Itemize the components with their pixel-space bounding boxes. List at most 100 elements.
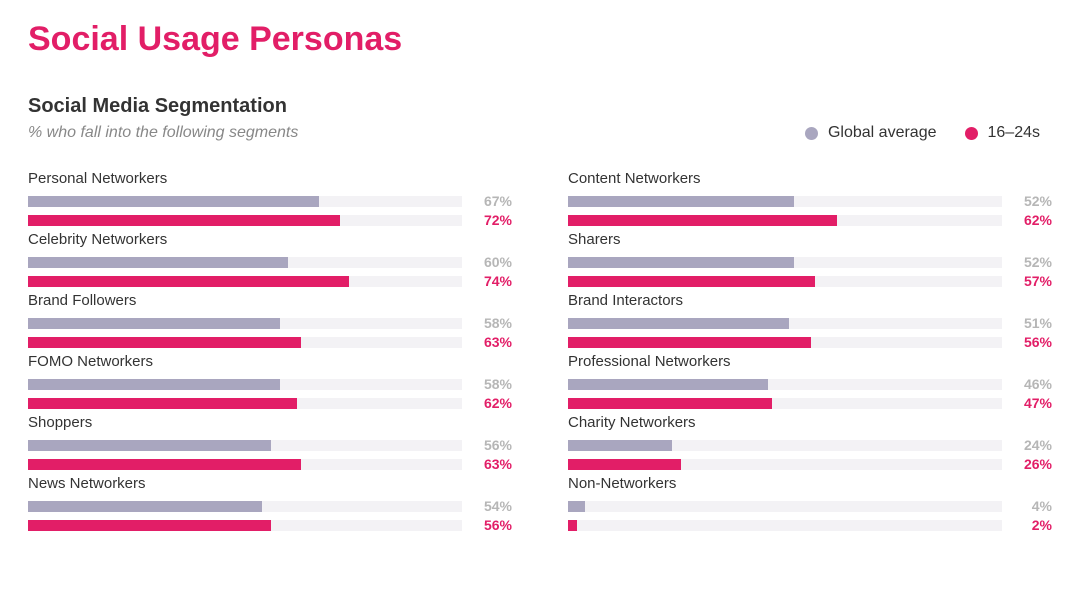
chart-description: % who fall into the following segments bbox=[28, 124, 298, 142]
bar-row-global: 24% bbox=[568, 437, 1052, 453]
bar-track bbox=[28, 501, 462, 512]
segment-label: Celebrity Networkers bbox=[28, 231, 512, 248]
chart-grid: Personal Networkers67%72%Celebrity Netwo… bbox=[28, 170, 1052, 536]
segment-label: Brand Followers bbox=[28, 292, 512, 309]
segment: Personal Networkers67%72% bbox=[28, 170, 512, 228]
bar-track bbox=[568, 459, 1002, 470]
bar-fill bbox=[568, 398, 772, 409]
bar-value: 24% bbox=[1014, 437, 1052, 453]
bar-row-young: 63% bbox=[28, 334, 512, 350]
bar-fill bbox=[568, 276, 815, 287]
bar-row-young: 62% bbox=[568, 212, 1052, 228]
bar-value: 51% bbox=[1014, 315, 1052, 331]
segment-label: Brand Interactors bbox=[568, 292, 1052, 309]
bar-track bbox=[28, 276, 462, 287]
bar-track bbox=[568, 501, 1002, 512]
bar-track bbox=[568, 398, 1002, 409]
segment: News Networkers54%56% bbox=[28, 475, 512, 533]
chart-column-left: Personal Networkers67%72%Celebrity Netwo… bbox=[28, 170, 512, 536]
bar-row-global: 56% bbox=[28, 437, 512, 453]
bar-fill bbox=[28, 337, 301, 348]
bar-fill bbox=[28, 379, 280, 390]
bar-value: 62% bbox=[1014, 212, 1052, 228]
legend-dot-icon bbox=[965, 127, 978, 140]
bar-track bbox=[28, 379, 462, 390]
bar-row-young: 72% bbox=[28, 212, 512, 228]
bar-row-global: 46% bbox=[568, 376, 1052, 392]
bar-value: 58% bbox=[474, 315, 512, 331]
bar-value: 52% bbox=[1014, 254, 1052, 270]
bar-fill bbox=[568, 337, 811, 348]
bar-row-young: 74% bbox=[28, 273, 512, 289]
bar-fill bbox=[568, 520, 577, 531]
bar-value: 58% bbox=[474, 376, 512, 392]
bar-track bbox=[28, 459, 462, 470]
bar-fill bbox=[568, 459, 681, 470]
bar-fill bbox=[568, 196, 794, 207]
bar-fill bbox=[28, 520, 271, 531]
header-row: Social Media Segmentation % who fall int… bbox=[28, 95, 1052, 142]
bar-fill bbox=[568, 440, 672, 451]
bar-value: 2% bbox=[1014, 517, 1052, 533]
bar-track bbox=[28, 257, 462, 268]
legend-item-young: 16–24s bbox=[965, 124, 1041, 142]
bar-fill bbox=[28, 440, 271, 451]
bar-fill bbox=[28, 276, 349, 287]
bar-fill bbox=[28, 459, 301, 470]
segment: Celebrity Networkers 60% 74% bbox=[28, 231, 512, 289]
bar-track bbox=[28, 196, 462, 207]
segment-label: Content Networkers bbox=[568, 170, 1052, 187]
bar-track bbox=[568, 257, 1002, 268]
bar-track bbox=[28, 215, 462, 226]
bar-value: 47% bbox=[1014, 395, 1052, 411]
bar-track bbox=[568, 215, 1002, 226]
bar-fill bbox=[568, 257, 794, 268]
bar-fill bbox=[568, 501, 585, 512]
segment: Non-Networkers4%2% bbox=[568, 475, 1052, 533]
bar-row-global: 51% bbox=[568, 315, 1052, 331]
segment: Brand Interactors51%56% bbox=[568, 292, 1052, 350]
bar-track bbox=[568, 337, 1002, 348]
bar-value: 4% bbox=[1014, 498, 1052, 514]
bar-row-global: 52% bbox=[568, 254, 1052, 270]
bar-value: 72% bbox=[474, 212, 512, 228]
segment-label: FOMO Networkers bbox=[28, 353, 512, 370]
bar-track bbox=[28, 398, 462, 409]
bar-row-young: 26% bbox=[568, 456, 1052, 472]
bar-row-global: 52% bbox=[568, 193, 1052, 209]
bar-value: 62% bbox=[474, 395, 512, 411]
bar-value: 60% bbox=[474, 254, 512, 270]
legend-label: Global average bbox=[828, 124, 937, 142]
bar-track bbox=[568, 276, 1002, 287]
bar-track bbox=[28, 318, 462, 329]
bar-value: 63% bbox=[474, 456, 512, 472]
bar-fill bbox=[28, 196, 319, 207]
bar-value: 26% bbox=[1014, 456, 1052, 472]
chart-column-right: Content Networkers 52% 62% Sharers52%57% Bra… bbox=[568, 170, 1052, 536]
bar-row-young: 63% bbox=[28, 456, 512, 472]
bar-value: 56% bbox=[474, 437, 512, 453]
legend-item-global: Global average bbox=[805, 124, 937, 142]
bar-fill bbox=[28, 501, 262, 512]
bar-row-young: 47% bbox=[568, 395, 1052, 411]
bar-value: 54% bbox=[474, 498, 512, 514]
bar-row-young: 2% bbox=[568, 517, 1052, 533]
segment: Charity Networkers24%26% bbox=[568, 414, 1052, 472]
bar-track bbox=[568, 196, 1002, 207]
legend-label: 16–24s bbox=[988, 124, 1041, 142]
legend: Global average 16–24s bbox=[805, 124, 1052, 142]
segment-label: Shoppers bbox=[28, 414, 512, 431]
legend-dot-icon bbox=[805, 127, 818, 140]
bar-track bbox=[568, 379, 1002, 390]
bar-row-global: 60% bbox=[28, 254, 512, 270]
segment-label: News Networkers bbox=[28, 475, 512, 492]
bar-track bbox=[28, 337, 462, 348]
bar-track bbox=[568, 318, 1002, 329]
segment: Sharers52%57% bbox=[568, 231, 1052, 289]
segment: Shoppers 56% 63% bbox=[28, 414, 512, 472]
segment: Brand Followers 58% 63% bbox=[28, 292, 512, 350]
bar-track bbox=[568, 520, 1002, 531]
bar-value: 46% bbox=[1014, 376, 1052, 392]
segment-label: Personal Networkers bbox=[28, 170, 512, 187]
bar-row-young: 62% bbox=[28, 395, 512, 411]
